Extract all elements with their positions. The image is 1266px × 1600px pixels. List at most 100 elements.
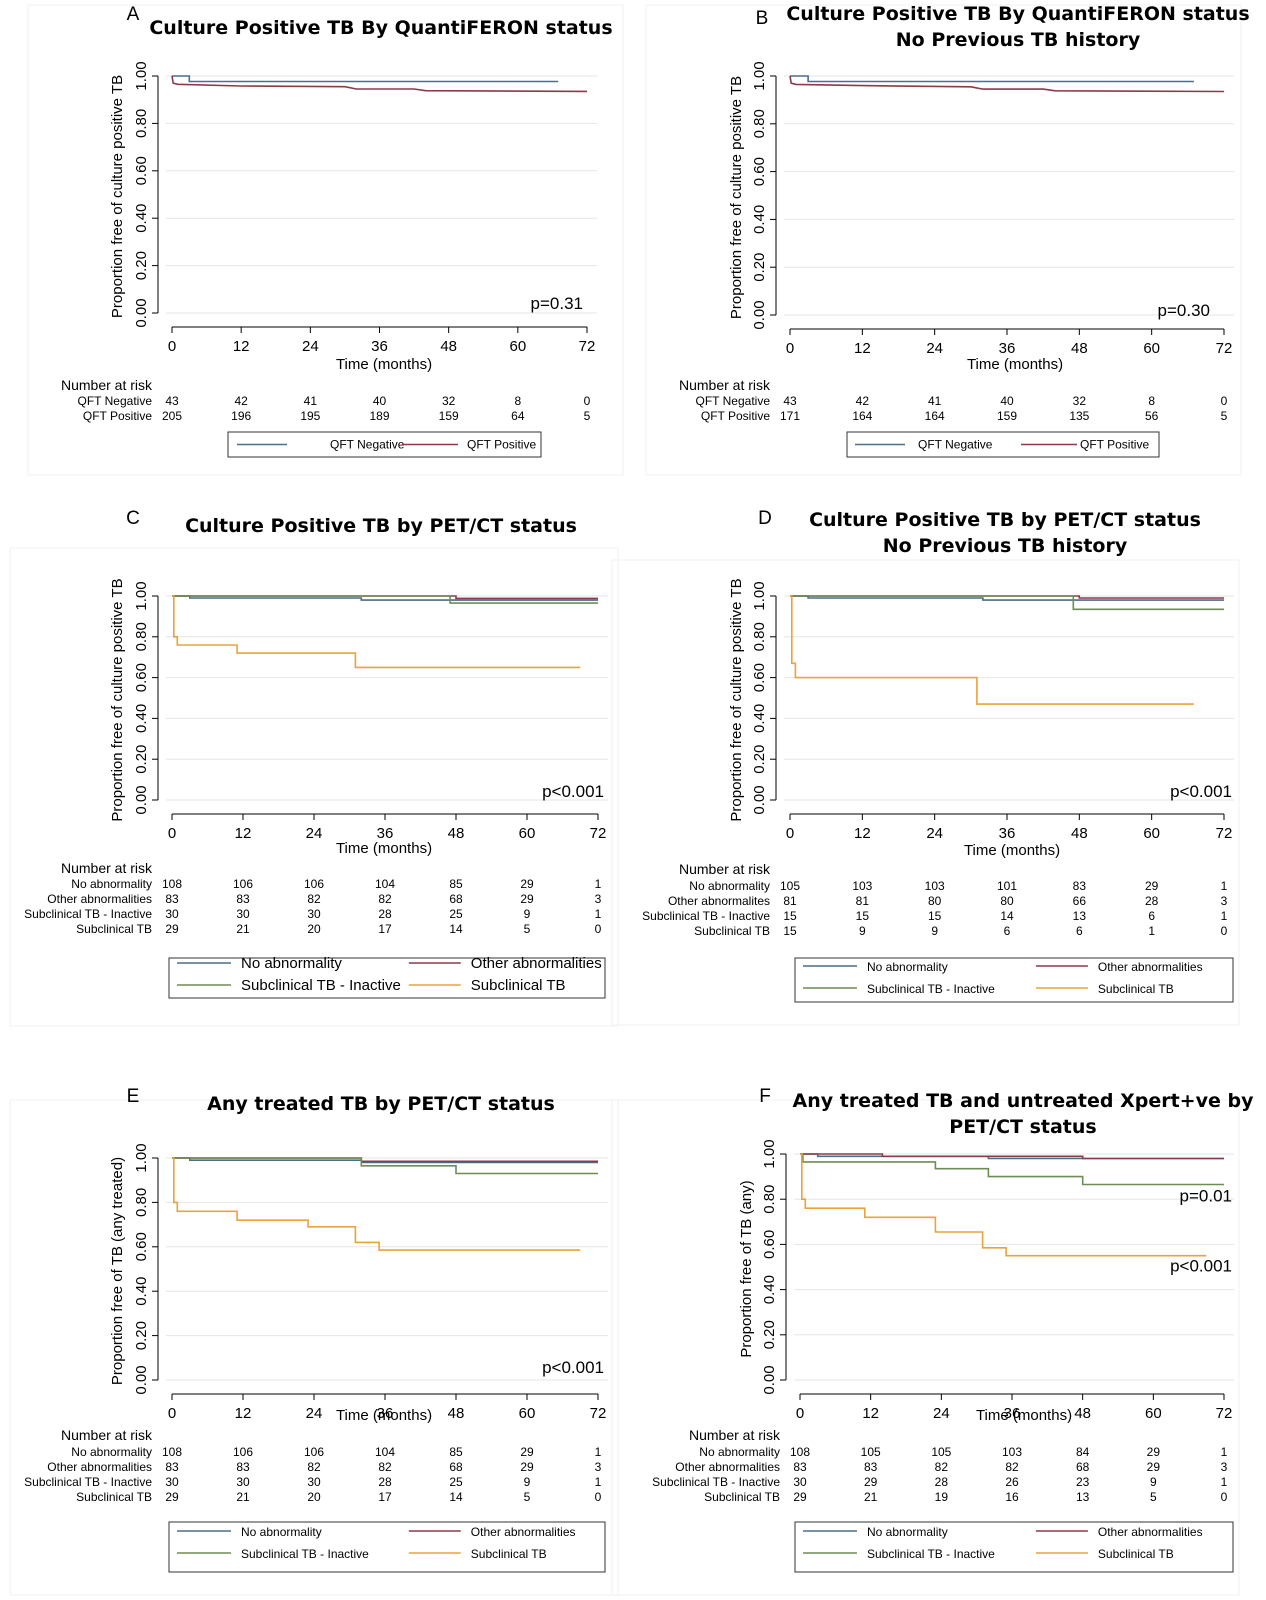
risk-value: 66	[1073, 894, 1087, 908]
y-tick-label: 0.60	[133, 156, 150, 185]
risk-value: 30	[307, 907, 321, 921]
risk-value: 103	[925, 879, 945, 893]
risk-value: 164	[852, 409, 872, 423]
y-axis-label: Proportion free of culture positive TB	[109, 75, 126, 318]
legend-label: Other abnormalities	[471, 955, 602, 972]
panel-f: F Any treated TB and untreated Xpert+ve b…	[611, 1086, 1254, 1596]
panel-letter: D	[758, 508, 772, 529]
risk-row-label: Subclinical TB	[704, 1490, 780, 1504]
risk-table-header: Number at risk	[61, 860, 153, 876]
legend-box	[168, 957, 606, 999]
risk-value: 29	[520, 1445, 534, 1459]
series-line-subclinical-tb	[790, 595, 1194, 705]
risk-row-label: No abnormality	[699, 1445, 780, 1459]
legend-label: Subclinical TB - Inactive	[241, 977, 401, 994]
y-axis-label: Proportion free of culture positive TB	[109, 578, 126, 821]
plot-background	[794, 1148, 1234, 1390]
risk-value: 83	[793, 1460, 807, 1474]
legend-label: Other abnormalities	[1098, 1525, 1203, 1539]
risk-value: 14	[1000, 909, 1014, 923]
risk-value: 5	[1150, 1490, 1157, 1504]
p-value: p<0.001	[542, 1358, 604, 1377]
y-tick-label: 0.80	[751, 109, 768, 138]
x-tick-label: 0	[168, 825, 176, 842]
risk-value: 81	[856, 894, 870, 908]
risk-value: 205	[162, 409, 182, 423]
risk-row-label: Other abnormalities	[675, 1460, 780, 1474]
risk-value: 25	[449, 907, 463, 921]
panel-letter: C	[126, 508, 140, 529]
risk-value: 30	[793, 1475, 807, 1489]
panel-e: E Any treated TB by PET/CT status 0.00 0.20…	[9, 1086, 619, 1596]
risk-value: 8	[1148, 394, 1155, 408]
x-tick-label: 36	[1004, 1405, 1021, 1422]
legend-label: Subclinical TB	[1098, 1547, 1174, 1561]
risk-table-header: Number at risk	[679, 377, 771, 393]
risk-value: 1	[1148, 924, 1155, 938]
series-line-qft-negative	[790, 75, 1194, 83]
risk-value: 5	[584, 409, 591, 423]
legend-label: QFT Positive	[467, 438, 536, 452]
panel-letter: F	[759, 1086, 771, 1107]
panel-letter: B	[756, 8, 769, 29]
risk-value: 25	[449, 1475, 463, 1489]
x-tick-label: 60	[519, 1405, 536, 1422]
risk-value: 15	[783, 924, 797, 938]
x-tick-label: 24	[306, 825, 323, 842]
risk-value: 68	[449, 892, 463, 906]
y-tick-label: 1.00	[761, 1139, 778, 1168]
y-tick-label: 0.20	[133, 1321, 150, 1350]
risk-value: 5	[524, 922, 531, 936]
x-tick-label: 60	[509, 338, 526, 355]
y-tick-label: 1.00	[133, 581, 150, 610]
risk-value: 82	[307, 892, 321, 906]
legend-label: QFT Positive	[1080, 438, 1149, 452]
legend-box	[168, 1521, 606, 1573]
risk-value: 195	[300, 409, 320, 423]
y-tick-label: 0.60	[133, 1232, 150, 1261]
risk-value: 159	[997, 409, 1017, 423]
risk-value: 64	[511, 409, 525, 423]
y-tick-label: 0.20	[751, 253, 768, 282]
risk-value: 1	[1221, 879, 1228, 893]
panel-title: Culture Positive TB By QuantiFERON statu…	[149, 17, 612, 39]
risk-value: 3	[595, 1460, 602, 1474]
risk-value: 29	[793, 1490, 807, 1504]
risk-value: 30	[236, 907, 250, 921]
risk-value: 82	[307, 1460, 321, 1474]
risk-value: 1	[1221, 909, 1228, 923]
x-tick-label: 72	[590, 825, 607, 842]
risk-value: 82	[935, 1460, 949, 1474]
risk-row-label: Subclinical TB - Inactive	[652, 1475, 780, 1489]
y-tick-label: 0.40	[751, 704, 768, 733]
risk-row-label: Subclinical TB	[76, 1490, 152, 1504]
legend-box	[794, 1521, 1234, 1573]
risk-value: 171	[780, 409, 800, 423]
x-tick-label: 12	[862, 1405, 879, 1422]
risk-value: 83	[864, 1460, 878, 1474]
risk-value: 105	[780, 879, 800, 893]
risk-table-header: Number at risk	[61, 377, 153, 393]
x-axis-label: Time (months)	[976, 1407, 1072, 1424]
risk-value: 3	[1221, 1460, 1228, 1474]
x-tick-label: 0	[796, 1405, 804, 1422]
plot-background	[166, 590, 608, 810]
risk-value: 103	[1002, 1445, 1022, 1459]
series-line-qft-negative	[172, 75, 559, 83]
risk-value: 15	[856, 909, 870, 923]
y-tick-label: 1.00	[751, 581, 768, 610]
plot-area: 0.00 0.20 0.40 0.60 0.80 1.00 0 12 24 36 48 60 72	[751, 581, 1234, 842]
plot-background	[784, 590, 1234, 810]
risk-value: 43	[165, 394, 179, 408]
risk-row-label: Subclinical TB - Inactive	[24, 1475, 152, 1489]
legend-label: QFT Negative	[330, 438, 405, 452]
y-tick-label: 0.00	[133, 1365, 150, 1394]
x-axis-label: Time (months)	[336, 840, 432, 857]
series-line-other-abnormalities	[800, 1153, 1224, 1160]
risk-value: 106	[304, 1445, 324, 1459]
x-tick-label: 36	[999, 340, 1016, 357]
x-tick-label: 60	[1143, 825, 1160, 842]
panel-title: Any treated TB by PET/CT status	[207, 1093, 555, 1115]
risk-value: 32	[442, 394, 456, 408]
